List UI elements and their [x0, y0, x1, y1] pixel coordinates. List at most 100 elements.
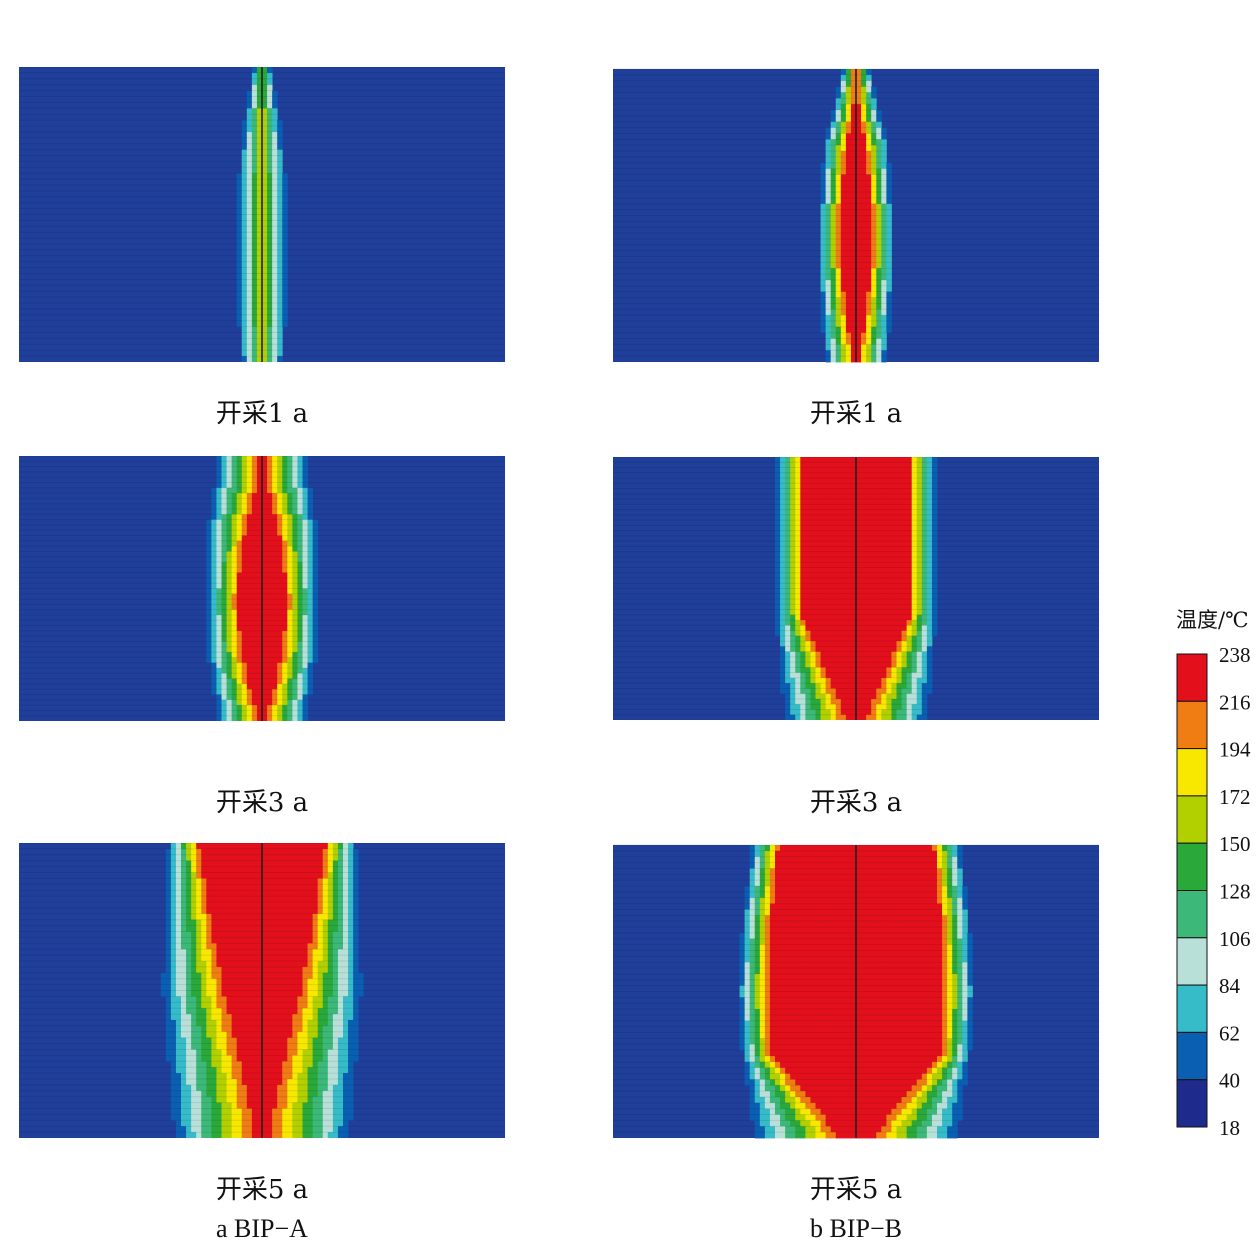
panel-a-3a-cell: [307, 662, 314, 669]
panel-a-5a-cell: [256, 1002, 263, 1009]
panel-a-5a-cell: [251, 1037, 258, 1044]
panel-a-5a-cell: [191, 972, 197, 980]
panel-b-1a-cell: [840, 98, 847, 105]
panel-a-3a-cell: [267, 540, 273, 547]
panel-b-1a-cell: [871, 174, 877, 181]
panel-b-3a-cell: [825, 562, 832, 568]
panel-b-3a-cell: [856, 509, 862, 516]
panel-b-1a-cell: [876, 133, 882, 140]
panel-a-5a-cell: [170, 1108, 177, 1115]
panel-a-5a-cell: [322, 907, 329, 915]
panel-a-3a-cell: [216, 487, 222, 494]
panel-a-5a-cell: [297, 866, 303, 873]
panel-a-3a-cell: [251, 567, 258, 573]
panel-b-1a-cell: [866, 197, 872, 205]
panel-a-1a-cell: [262, 126, 268, 133]
panel-a-5a-cell: [226, 925, 233, 932]
panel-b-1a-cell: [820, 315, 827, 322]
panel-b-3a-cell: [810, 520, 816, 526]
panel-a-5a-cell: [186, 1025, 192, 1033]
panel-a-3a-cell: [241, 503, 248, 510]
panel-a-5a-cell: [267, 949, 273, 956]
panel-a-5a-cell: [170, 1031, 177, 1039]
panel-b-3a-cell: [871, 530, 877, 537]
panel-a-5a-cell: [337, 854, 344, 862]
panel-a-3a-cell: [256, 471, 263, 478]
panel-a-3a-cell: [267, 519, 273, 526]
panel-a-5a-cell: [246, 1102, 253, 1109]
panel-a-5a-cell: [272, 1102, 278, 1109]
panel-b-3a-cell: [911, 546, 918, 553]
panel-a-5a-cell: [297, 1061, 303, 1068]
panel-a-3a-cell: [226, 705, 233, 711]
panel-a-3a-cell: [297, 567, 303, 573]
panel-a-5a-cell: [256, 907, 263, 915]
panel-a-5a-cell: [196, 1126, 202, 1133]
panel-b-1a-cell: [840, 285, 847, 293]
panel-a-5a-cell: [211, 937, 217, 944]
panel-b-3a-cell: [850, 530, 857, 537]
panel-a-5a-cell: [317, 860, 324, 867]
panel-a-5a-cell: [267, 854, 273, 862]
panel-b-3a-cell: [815, 488, 821, 495]
panel-a-3a-cell: [267, 466, 273, 473]
panel-a-5a-cell: [170, 990, 177, 997]
panel-a-5a-cell: [287, 1126, 293, 1133]
panel-a-5a-cell: [337, 884, 344, 891]
panel-a-3a-cell: [216, 715, 222, 721]
panel-a-3a-cell: [236, 668, 243, 674]
panel-a-5a-cell: [287, 1061, 293, 1068]
panel-b-3a-cell: [901, 541, 908, 547]
panel-a-3a-cell: [287, 599, 293, 605]
panel-a-3a-cell: [312, 519, 319, 526]
panel-b-3a-cell: [891, 467, 897, 474]
panel-a-5a-cell: [292, 1108, 298, 1115]
panel-a-1a-cell: [267, 249, 273, 257]
panel-a-5a-cell: [236, 1031, 243, 1039]
panel-a-5a-cell: [317, 955, 324, 962]
panel-a-3a-cell: [282, 657, 288, 664]
panel-a-5a-cell: [307, 1096, 314, 1103]
panel-b-3a-cell: [805, 583, 811, 589]
panel-a-1a-cell: [241, 226, 248, 233]
panel-b-1a-cell: [871, 238, 877, 246]
panel-a-5a-cell: [297, 978, 303, 985]
panel-a-5a-cell: [292, 1102, 298, 1109]
panel-a-5a-cell: [201, 943, 207, 950]
panel-b-1a-cell: [825, 344, 832, 351]
panel-a-3a-cell: [267, 487, 273, 494]
panel-b-3a-cell: [866, 577, 872, 584]
panel-a-5a-cell: [348, 961, 354, 968]
panel-a-5a-cell: [277, 1120, 283, 1127]
panel-a-5a-cell: [353, 884, 359, 891]
panel-b-3a-cell: [871, 541, 877, 547]
panel-a-3a-cell: [272, 471, 278, 478]
panel-a-5a-cell: [267, 1061, 273, 1068]
panel-b-1a-cell: [861, 274, 867, 281]
panel-b-3a-cell: [871, 567, 877, 574]
panel-b-3a-cell: [775, 499, 781, 505]
panel-a-5a-cell: [267, 1014, 273, 1021]
panel-a-3a-cell: [267, 615, 273, 621]
panel-b-3a-cell: [795, 493, 801, 500]
panel-a-3a-cell: [251, 524, 258, 531]
panel-a-1a-cell: [251, 196, 258, 204]
panel-a-5a-cell: [251, 996, 258, 1003]
panel-a-5a-cell: [343, 890, 349, 897]
panel-a-5a-cell: [236, 984, 243, 991]
panel-b-3a-cell: [926, 577, 933, 584]
panel-a-5a-cell: [287, 1067, 293, 1074]
panel-a-3a-cell: [236, 630, 243, 637]
panel-a-3a-cell: [282, 546, 288, 552]
panel-a-3a-cell: [267, 662, 273, 669]
panel-b-3a-cell: [800, 467, 806, 474]
panel-a-5a-cell: [267, 1049, 273, 1056]
panel-b-1a-cell: [845, 227, 852, 234]
panel-a-5a-cell: [332, 919, 339, 926]
panel-b-3a-cell: [861, 530, 867, 537]
panel-b-3a-cell: [820, 530, 827, 537]
panel-b-3a-cell: [775, 535, 781, 542]
panel-a-1a-cell: [282, 232, 288, 239]
panel-a-5a-cell: [256, 961, 263, 968]
panel-b-3a-cell: [790, 588, 796, 595]
